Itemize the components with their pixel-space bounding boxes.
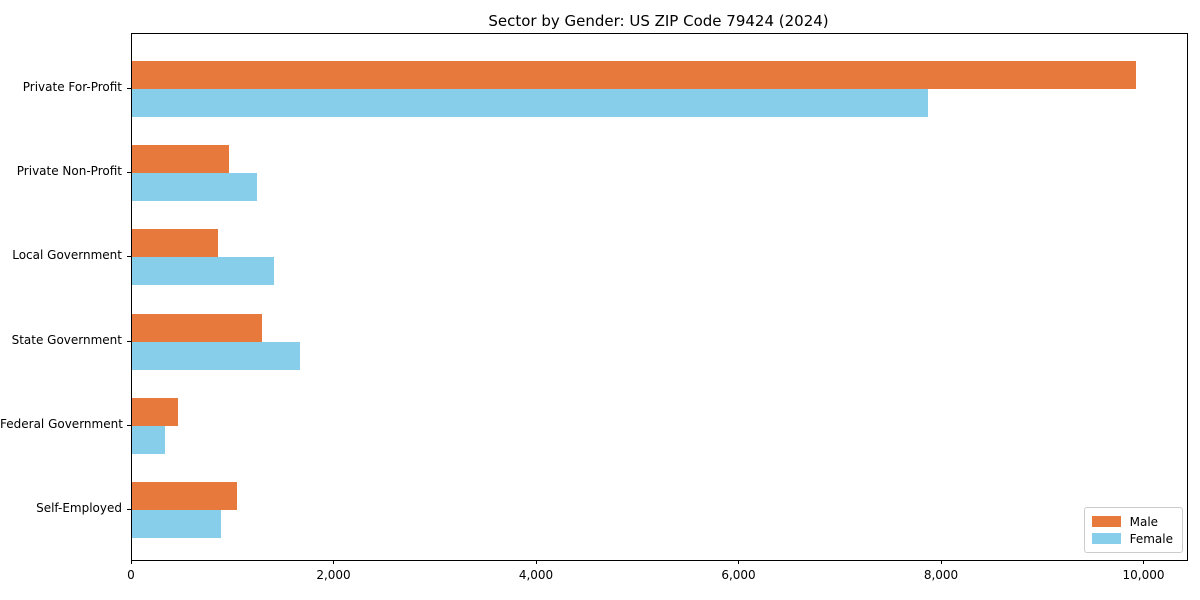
legend-swatch-female bbox=[1091, 533, 1121, 544]
bar-female-self-employed bbox=[132, 510, 222, 538]
x-tick-label-8000: 8,000 bbox=[923, 568, 959, 582]
bar-male-federal-government bbox=[132, 397, 178, 426]
x-tick-label-6000: 6,000 bbox=[721, 568, 756, 582]
x-tick-label-2000: 2,000 bbox=[316, 568, 351, 582]
bar-female-private-non-profit bbox=[132, 173, 257, 202]
bar-female-federal-government bbox=[132, 425, 166, 454]
bar-male-private-for-profit bbox=[132, 61, 1137, 89]
legend-item-female: Female bbox=[1091, 530, 1173, 547]
bar-male-state-government bbox=[132, 313, 263, 342]
y-tick-label-federal-government: Federal Government bbox=[0, 416, 123, 431]
y-tick-label-state-government: State Government bbox=[11, 332, 122, 347]
bar-female-state-government bbox=[132, 341, 301, 370]
y-tick-label-self-employed: Self-Employed bbox=[36, 501, 122, 515]
plot-area: Male Female bbox=[131, 33, 1188, 561]
legend-swatch-male bbox=[1091, 516, 1121, 527]
x-tick-mark bbox=[738, 560, 739, 564]
legend-label-female: Female bbox=[1129, 531, 1173, 546]
x-tick-mark bbox=[130, 560, 132, 564]
bar-male-self-employed bbox=[132, 482, 237, 510]
legend: Male Female bbox=[1083, 507, 1183, 553]
bar-female-local-government bbox=[132, 257, 274, 286]
y-tick-mark bbox=[127, 509, 131, 510]
x-tick-mark bbox=[535, 560, 537, 564]
bar-female-private-for-profit bbox=[132, 89, 928, 117]
y-tick-label-private-non-profit: Private Non-Profit bbox=[16, 164, 122, 179]
x-tick-mark bbox=[333, 560, 334, 564]
y-tick-mark bbox=[127, 88, 131, 89]
x-tick-label-4000: 4,000 bbox=[518, 568, 554, 582]
bar-male-private-non-profit bbox=[132, 145, 230, 174]
y-tick-mark bbox=[127, 424, 131, 426]
y-tick-mark bbox=[127, 172, 131, 174]
bar-male-local-government bbox=[132, 229, 219, 258]
y-tick-label-private-for-profit: Private For-Profit bbox=[22, 80, 122, 94]
chart-title: Sector by Gender: US ZIP Code 79424 (202… bbox=[488, 12, 829, 30]
x-tick-mark bbox=[1143, 560, 1144, 564]
legend-label-male: Male bbox=[1129, 514, 1159, 529]
y-tick-mark bbox=[127, 340, 131, 342]
y-tick-label-local-government: Local Government bbox=[12, 248, 122, 263]
x-tick-mark bbox=[940, 560, 942, 564]
y-tick-mark bbox=[127, 256, 131, 258]
x-tick-label-0: 0 bbox=[127, 568, 135, 582]
legend-item-male: Male bbox=[1091, 513, 1173, 530]
x-tick-label-10000: 10,000 bbox=[1122, 568, 1165, 582]
